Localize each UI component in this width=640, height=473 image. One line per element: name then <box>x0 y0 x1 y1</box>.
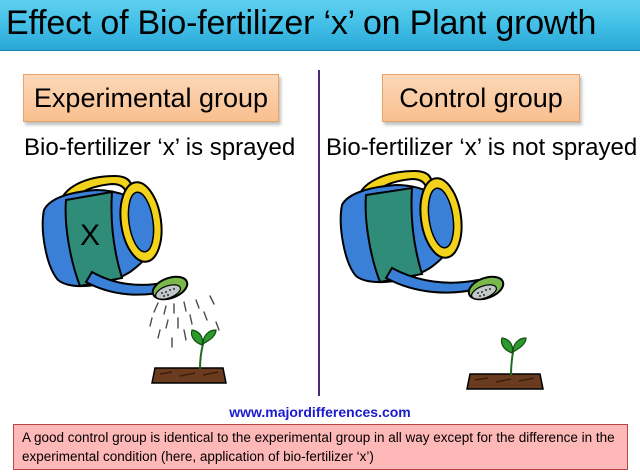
control-watering-can-icon <box>339 169 505 301</box>
website-link[interactable]: www.majordifferences.com <box>229 404 411 420</box>
water-drops-icon <box>149 295 220 348</box>
control-seedling-icon <box>500 337 527 376</box>
control-group-label: Control group <box>382 74 580 122</box>
experimental-group-label: Experimental group <box>23 74 279 122</box>
experimental-soil <box>151 367 227 384</box>
can-marking-label: X <box>80 219 100 252</box>
control-caption: Bio-fertilizer ‘x’ is not sprayed <box>326 134 638 161</box>
experimental-seedling-icon <box>190 329 217 370</box>
experimental-caption: Bio-fertilizer ‘x’ is sprayed <box>24 134 296 161</box>
note-text: A good control group is identical to the… <box>22 430 615 464</box>
title-bar: Effect of Bio-fertilizer ‘x’ on Plant gr… <box>0 0 640 51</box>
experimental-watering-can-icon <box>41 174 189 301</box>
page-title: Effect of Bio-fertilizer ‘x’ on Plant gr… <box>6 4 597 42</box>
control-soil <box>466 373 544 390</box>
group-divider <box>318 70 320 396</box>
note-box: A good control group is identical to the… <box>13 424 628 470</box>
